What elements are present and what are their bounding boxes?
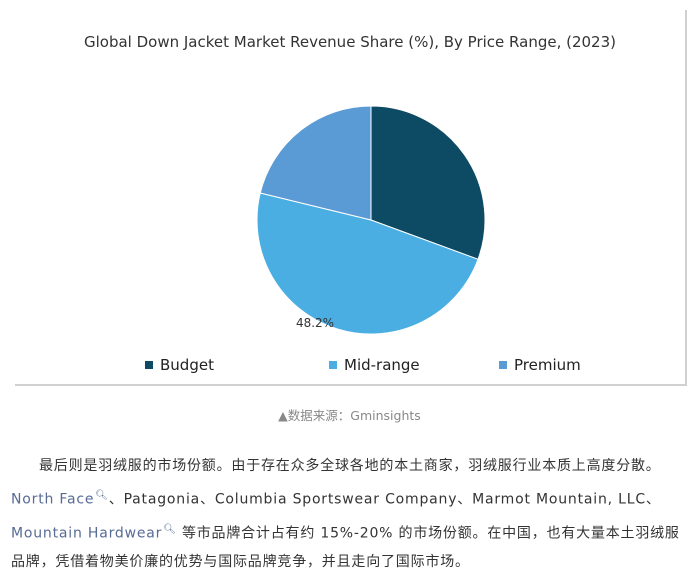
article-line-3-text: 等市品牌合计占有约 15%-20% 的市场份额。在中国，也有大量本土羽绒服 xyxy=(176,525,680,542)
article-paragraph: 最后则是羽绒服的市场份额。由于存在众多全球各地的本土商家，羽绒服行业本质上高度分… xyxy=(11,452,687,577)
chart-title: Global Down Jacket Market Revenue Share … xyxy=(83,33,616,51)
legend-label-budget: Budget xyxy=(160,356,214,374)
legend-item-budget: Budget xyxy=(145,356,214,374)
legend-item-mid-range: Mid-range xyxy=(329,356,420,374)
link-north-face[interactable]: North Face xyxy=(11,491,95,508)
image-caption-source: ▲数据来源：Gminsights xyxy=(278,408,421,423)
pie-slice-mid-range xyxy=(256,192,479,335)
data-label-mid-range: 48.2% xyxy=(296,316,334,330)
legend-label-premium: Premium xyxy=(514,356,581,374)
legend-item-premium: Premium xyxy=(499,356,581,374)
article-line-2-text: 、Patagonia、Columbia Sportswear Company、M… xyxy=(108,491,661,508)
article-line-2: North Face🔍︎、Patagonia、Columbia Sportswe… xyxy=(11,481,687,515)
legend-swatch-budget xyxy=(145,361,153,369)
pie-slice-budget xyxy=(370,105,486,260)
legend-swatch-mid-range xyxy=(329,361,337,369)
chart-card: Global Down Jacket Market Revenue Share … xyxy=(15,10,687,386)
pie-slice-premium xyxy=(259,105,372,221)
article-line-1: 最后则是羽绒服的市场份额。由于存在众多全球各地的本土商家，羽绒服行业本质上高度分… xyxy=(39,458,661,474)
article-line-3: Mountain Hardwear🔍︎ 等市品牌合计占有约 15%-20% 的市… xyxy=(11,515,687,549)
search-icon[interactable]: 🔍︎ xyxy=(95,490,109,501)
pie-chart: 48.2% xyxy=(256,105,486,335)
article-line-4: 品牌，凭借着物美价廉的优势与国际品牌竞争，并且走向了国际市场。 xyxy=(11,554,470,571)
link-mountain-hardwear[interactable]: Mountain Hardwear xyxy=(11,525,163,542)
legend-swatch-premium xyxy=(499,361,507,369)
search-icon[interactable]: 🔍︎ xyxy=(163,523,177,535)
legend-label-mid-range: Mid-range xyxy=(344,356,420,374)
chart-legend: Budget Mid-range Premium xyxy=(15,356,685,380)
